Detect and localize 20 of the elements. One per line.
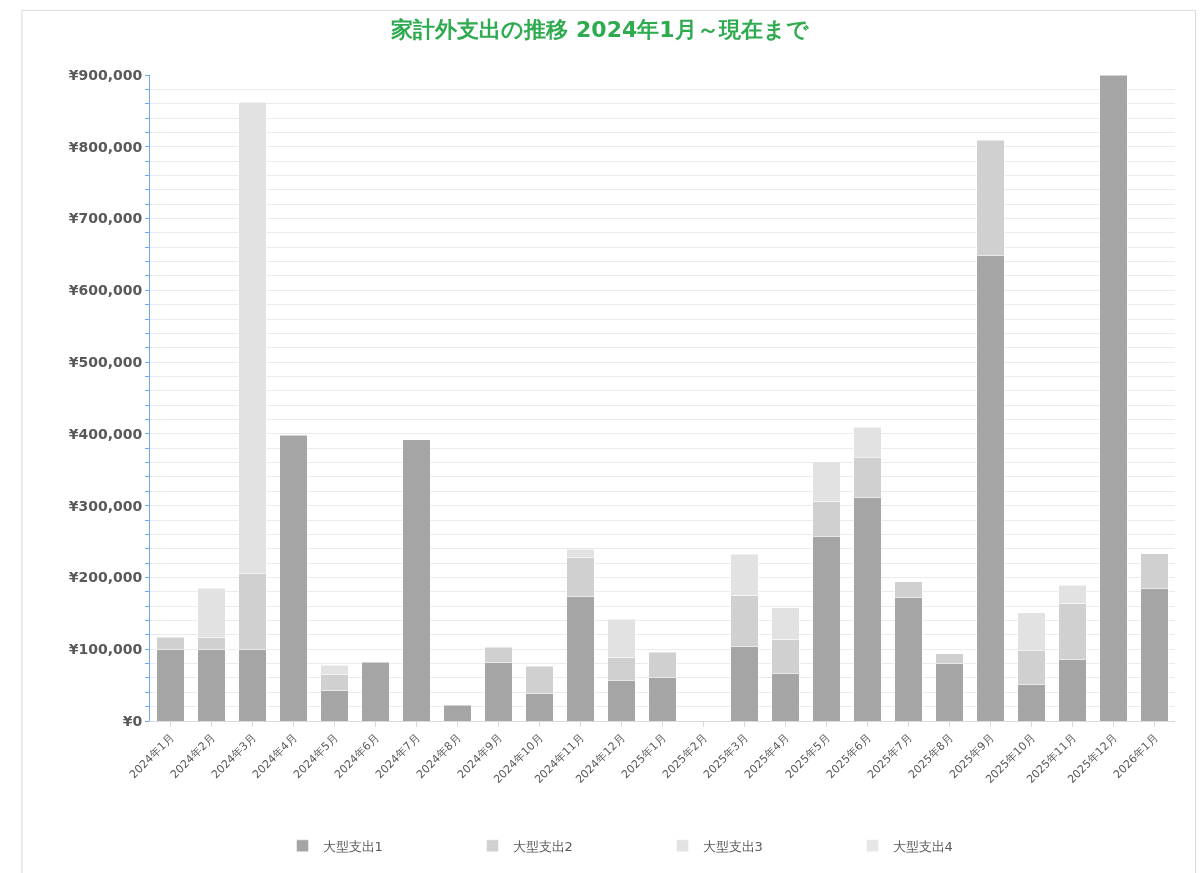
bar	[361, 661, 390, 721]
bar	[402, 439, 431, 721]
y-tick-label: ¥900,000	[68, 66, 143, 83]
legend-label: 大型支出2	[512, 838, 573, 854]
bar	[443, 704, 472, 721]
y-tick-label: ¥600,000	[68, 282, 143, 299]
y-tick-label: ¥700,000	[68, 210, 143, 227]
chart-title: 家計外支出の推移 2024年1月～現在まで	[390, 17, 809, 43]
legend-label: 大型支出3	[702, 838, 763, 854]
y-tick-label: ¥100,000	[68, 641, 143, 658]
y-tick-label: ¥500,000	[68, 354, 143, 371]
y-tick-label: ¥300,000	[68, 497, 143, 514]
bar	[279, 435, 308, 721]
legend-label: 大型支出4	[892, 838, 953, 854]
y-tick-label: ¥200,000	[68, 569, 143, 586]
y-tick-label: ¥0	[122, 712, 143, 729]
y-tick-label: ¥800,000	[68, 138, 143, 155]
bar	[1099, 75, 1128, 721]
legend-label: 大型支出1	[322, 838, 383, 854]
y-tick-label: ¥400,000	[68, 425, 143, 442]
